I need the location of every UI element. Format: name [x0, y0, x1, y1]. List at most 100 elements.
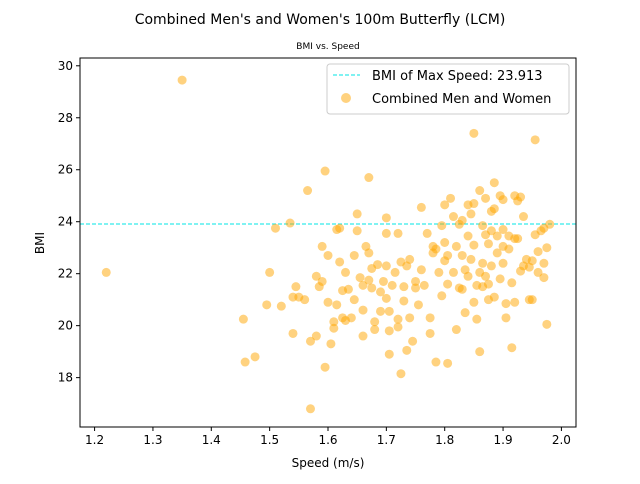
data-point	[364, 173, 374, 183]
data-point	[335, 223, 345, 233]
data-point	[381, 228, 391, 238]
data-point	[527, 295, 537, 305]
data-point	[384, 349, 394, 359]
data-point	[483, 279, 493, 289]
data-point	[481, 193, 491, 203]
data-point	[507, 343, 517, 353]
data-point	[387, 280, 397, 290]
data-point	[507, 278, 517, 288]
data-point	[542, 243, 552, 253]
data-point	[486, 226, 496, 236]
data-point	[472, 314, 482, 324]
data-point	[425, 328, 435, 338]
data-point	[411, 283, 421, 293]
data-point	[419, 280, 429, 290]
data-point	[416, 202, 426, 212]
data-point	[542, 319, 552, 329]
data-point	[483, 239, 493, 249]
data-point	[425, 313, 435, 323]
data-point	[533, 247, 543, 257]
data-point	[250, 352, 260, 362]
y-tick-label: 28	[58, 111, 73, 125]
x-tick-label: 1.2	[85, 433, 104, 447]
data-point	[486, 261, 496, 271]
data-point	[240, 357, 250, 367]
data-point	[358, 280, 368, 290]
data-point	[393, 228, 403, 238]
data-point	[422, 228, 432, 238]
data-point	[370, 325, 380, 335]
data-point	[469, 297, 479, 307]
data-point	[384, 326, 394, 336]
data-point	[501, 299, 511, 309]
data-point	[539, 273, 549, 283]
legend-box	[326, 63, 570, 115]
data-point	[437, 221, 447, 231]
data-point	[466, 209, 476, 219]
data-point	[364, 248, 374, 258]
data-point	[396, 369, 406, 379]
data-point	[288, 328, 298, 338]
x-tick-label: 1.6	[318, 433, 337, 447]
data-point	[413, 300, 423, 310]
data-point	[510, 297, 520, 307]
data-point	[326, 339, 336, 349]
data-point	[498, 258, 508, 268]
data-point	[177, 75, 187, 85]
data-point	[262, 300, 272, 310]
data-point	[329, 317, 339, 327]
data-point	[443, 250, 453, 260]
data-point	[431, 244, 441, 254]
data-point	[373, 260, 383, 270]
data-point	[448, 212, 458, 222]
data-point	[440, 200, 450, 210]
legend-series-marker	[341, 93, 351, 103]
plot-frame	[79, 57, 577, 428]
data-point	[440, 238, 450, 247]
data-point	[101, 267, 111, 277]
data-point	[352, 209, 362, 219]
data-point	[381, 293, 391, 303]
data-point	[489, 292, 499, 302]
data-point	[343, 284, 353, 294]
data-point	[405, 254, 415, 264]
data-point	[390, 267, 400, 277]
y-tick-label: 26	[58, 163, 73, 177]
data-point	[466, 254, 476, 264]
data-point	[335, 257, 345, 267]
data-point	[451, 241, 461, 251]
data-point	[370, 317, 380, 327]
data-point	[358, 331, 368, 341]
data-point	[457, 250, 467, 260]
data-point	[341, 267, 351, 277]
data-point	[545, 219, 555, 229]
legend-reference-line-label: BMI of Max Speed: 23.913	[372, 69, 543, 84]
data-point	[352, 226, 362, 236]
data-point	[291, 282, 301, 292]
data-point	[358, 305, 368, 315]
data-point	[393, 314, 403, 324]
data-point	[317, 241, 327, 251]
y-axis-label: BMI	[33, 232, 47, 254]
data-point	[478, 221, 488, 231]
data-point	[443, 279, 453, 289]
data-point	[434, 267, 444, 277]
data-point	[311, 271, 321, 281]
data-point	[533, 267, 543, 277]
data-point	[448, 267, 458, 277]
data-point	[504, 244, 514, 254]
y-tick-label: 24	[58, 215, 73, 229]
data-point	[329, 323, 339, 333]
data-point	[376, 287, 386, 297]
data-point	[489, 178, 499, 188]
data-point	[399, 282, 409, 292]
data-point	[539, 258, 549, 268]
legend-series-label: Combined Men and Women	[372, 92, 551, 107]
data-point	[305, 336, 315, 346]
data-point	[475, 347, 485, 357]
y-tick-label: 20	[58, 319, 73, 333]
data-point	[518, 212, 528, 222]
data-point	[276, 301, 286, 311]
x-tick-label: 1.3	[143, 433, 162, 447]
